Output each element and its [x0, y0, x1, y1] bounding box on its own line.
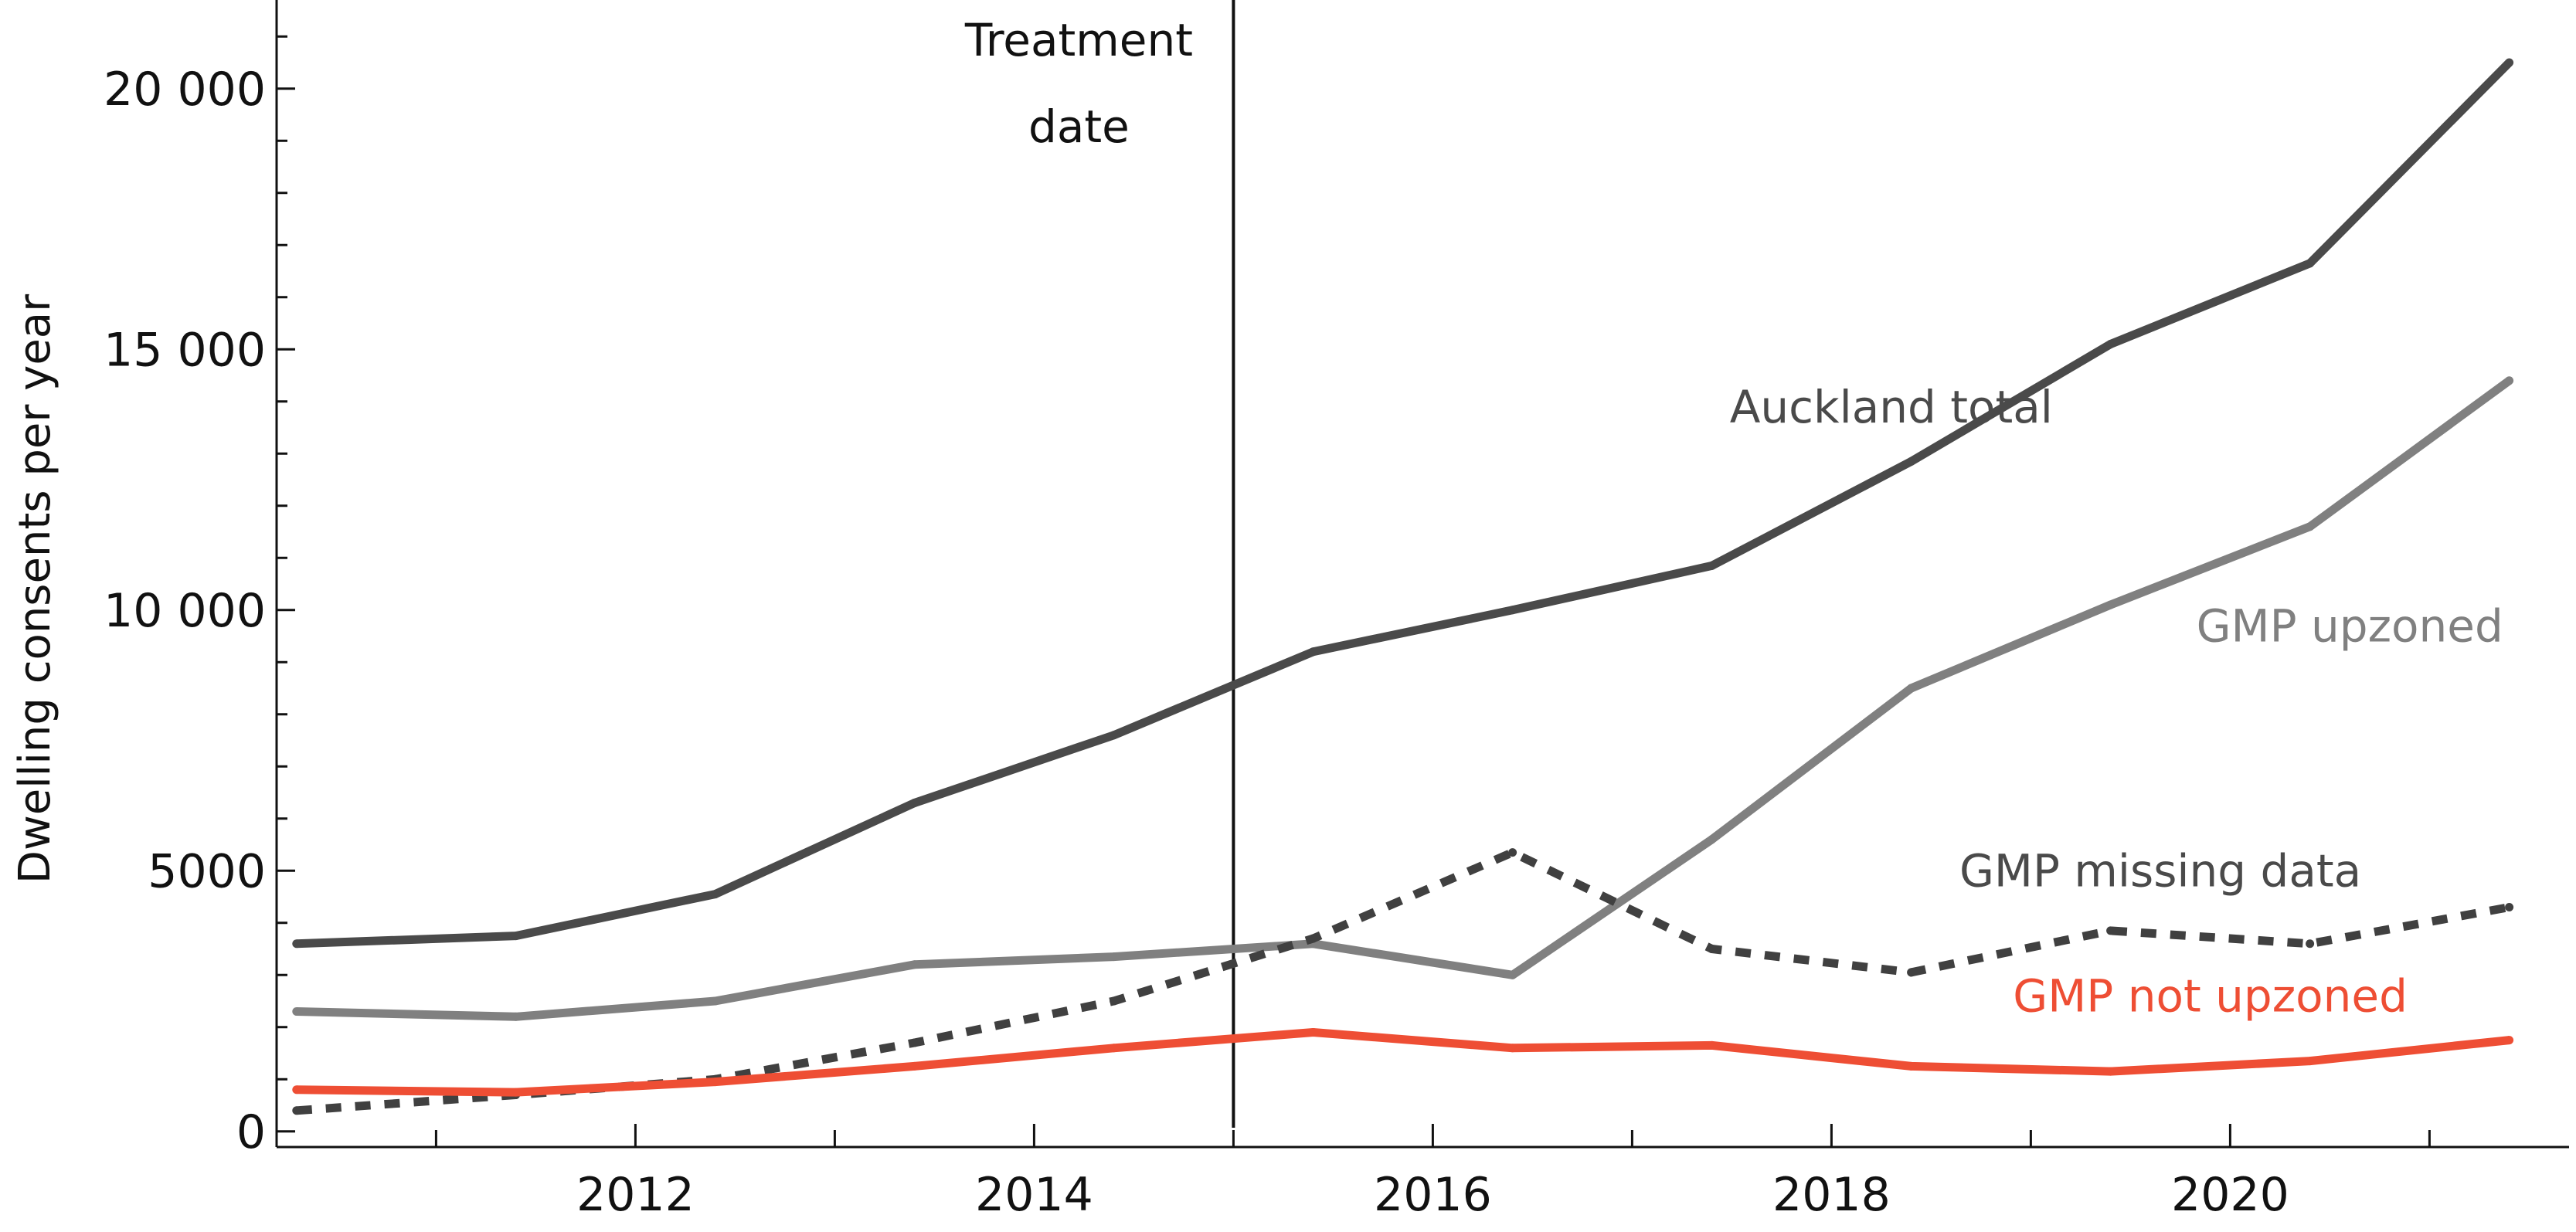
data-point: [2505, 1036, 2514, 1045]
x-axis: 2012 2014 2016 2018 2020: [277, 1124, 2569, 1222]
data-point: [1508, 848, 1517, 857]
treatment-marker: Treatment date: [964, 0, 1235, 1128]
data-point: [2106, 926, 2116, 935]
data-point: [2106, 340, 2116, 348]
y-tick-label: 15 000: [104, 323, 266, 377]
series-line-1: [296, 59, 2513, 949]
data-point: [1309, 647, 1318, 657]
series-layer: [292, 58, 2514, 1115]
data-point: [1508, 606, 1517, 615]
data-point: [910, 799, 919, 807]
data-point: [1708, 835, 1717, 844]
x-tick-label: 2018: [1772, 1168, 1891, 1222]
data-point: [910, 1038, 919, 1047]
series-label-4: GMP not upzoned: [2013, 970, 2408, 1023]
y-tick-label: 5000: [148, 844, 266, 898]
y-axis: 0 5000 10 000 15 000 20 000: [104, 0, 295, 1159]
data-point: [1907, 684, 1916, 693]
series-label-1: Auckland total: [1730, 381, 2053, 433]
series-line-4: [296, 1028, 2510, 1097]
series-label-3: GMP missing data: [1959, 845, 2361, 898]
data-point: [2505, 903, 2514, 911]
data-point: [1110, 731, 1119, 740]
annotation-layer: Auckland total GMP upzoned GMP missing dat…: [1730, 381, 2503, 1023]
series-line-2: [296, 377, 2512, 1021]
data-point: [1508, 1044, 1517, 1053]
data-point: [1907, 1061, 1916, 1071]
data-point: [1907, 968, 1916, 977]
data-point: [292, 1007, 301, 1016]
x-tick-label: 2016: [1374, 1168, 1492, 1222]
data-point: [2106, 600, 2116, 609]
treatment-label: date: [1028, 100, 1130, 153]
y-axis-title: Dwelling consents per year: [10, 294, 60, 884]
x-tick-label: 2020: [2171, 1168, 2289, 1222]
data-point: [711, 996, 720, 1006]
data-point: [511, 1088, 521, 1097]
data-point: [1110, 1044, 1119, 1053]
data-point: [2306, 522, 2315, 531]
data-point: [292, 1085, 301, 1095]
data-point: [1110, 996, 1119, 1006]
data-point: [711, 890, 720, 899]
data-point: [511, 932, 521, 941]
data-point: [2306, 939, 2315, 949]
data-point: [910, 1061, 919, 1071]
y-tick-label: 0: [236, 1105, 266, 1159]
data-point: [292, 1106, 301, 1115]
data-point: [292, 939, 301, 949]
data-point: [1708, 561, 1717, 570]
y-tick-label: 10 000: [104, 584, 266, 638]
data-point: [1508, 970, 1517, 979]
series-label-2: GMP upzoned: [2197, 599, 2503, 652]
data-point: [1110, 952, 1119, 962]
treatment-label: Treatment: [964, 14, 1193, 66]
x-tick-label: 2012: [576, 1168, 695, 1222]
y-tick-label: 20 000: [104, 63, 266, 117]
data-point: [511, 1012, 521, 1021]
data-point: [1309, 934, 1318, 943]
data-point: [2106, 1067, 2116, 1076]
data-point: [2306, 259, 2315, 268]
data-point: [2505, 376, 2514, 385]
data-point: [711, 1078, 720, 1087]
data-point: [2306, 1057, 2315, 1066]
data-point: [910, 960, 919, 969]
data-point: [1907, 456, 1916, 466]
data-point: [1708, 945, 1717, 953]
data-point: [1708, 1040, 1717, 1050]
x-tick-label: 2014: [975, 1168, 1093, 1222]
data-point: [2505, 58, 2514, 67]
data-point: [1309, 1028, 1318, 1037]
